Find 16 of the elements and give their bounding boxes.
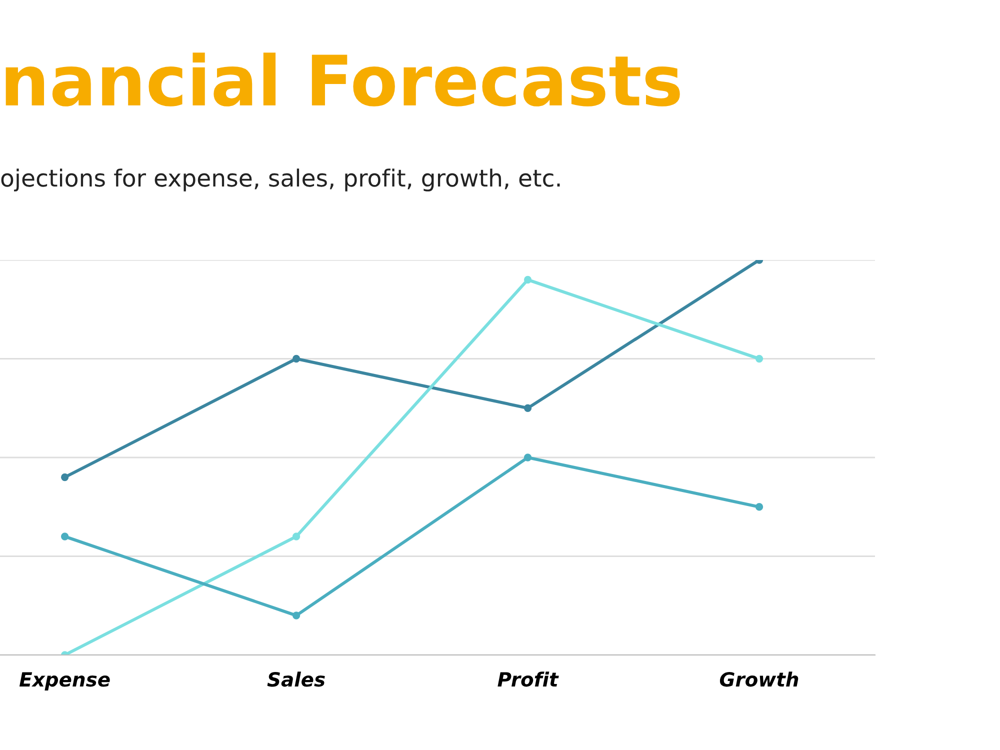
point xyxy=(60,473,69,482)
point xyxy=(524,404,532,412)
x-tick-label: Sales xyxy=(267,672,325,687)
x-tick-label: Expense xyxy=(19,672,110,690)
point xyxy=(292,532,300,540)
x-tick-label: Profit xyxy=(498,672,559,687)
point xyxy=(292,612,300,620)
point xyxy=(755,503,764,511)
x-tick-label: Growth xyxy=(720,672,798,687)
point xyxy=(292,354,300,363)
point xyxy=(524,454,532,462)
chart-subtitle: ojections for expense, sales, profit, growth, etc. xyxy=(1,168,560,192)
chart-title: nancial Forecasts xyxy=(6,52,680,106)
point xyxy=(60,532,69,540)
point xyxy=(755,354,764,363)
point xyxy=(524,276,532,284)
